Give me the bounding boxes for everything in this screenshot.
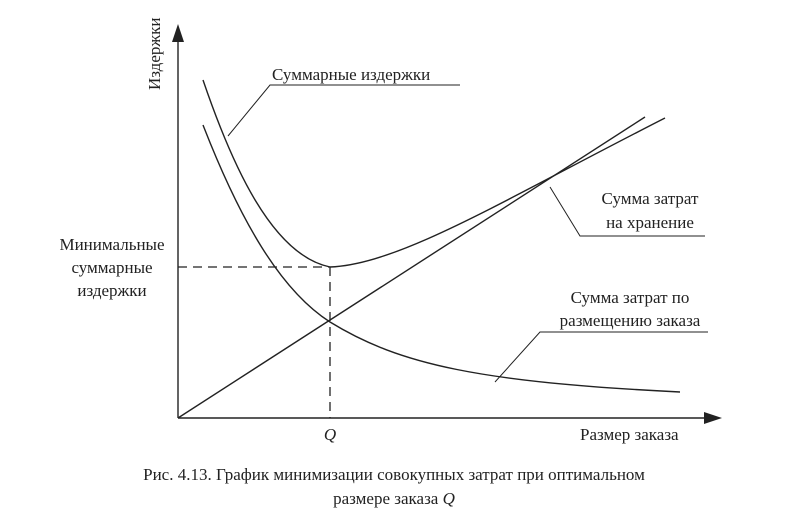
leader <box>494 331 708 383</box>
total-label: Суммарные издержки <box>272 65 430 84</box>
leader <box>227 84 460 137</box>
x-arrow <box>704 412 722 424</box>
storage-line <box>177 116 646 419</box>
ordering-label: Сумма затрат по <box>571 288 690 307</box>
leader <box>549 186 705 237</box>
q-label: Q <box>324 425 336 444</box>
minimum-label: Минимальные <box>59 235 164 254</box>
y-axis-label: Издержки <box>145 18 164 90</box>
caption-text: размере заказа <box>333 489 439 508</box>
total-curve <box>202 79 666 268</box>
ordering-curve <box>202 124 681 393</box>
x-axis-label: Размер заказа <box>580 425 679 444</box>
storage-label: на хранение <box>606 213 694 232</box>
caption: Рис. 4.13. График минимизации совокупных… <box>143 465 645 484</box>
ordering-label: размещению заказа <box>560 311 701 330</box>
minimum-label: издержки <box>77 281 146 300</box>
storage-label: Сумма затрат <box>602 189 699 208</box>
caption: размере заказа Q <box>333 489 455 508</box>
y-arrow <box>172 24 184 42</box>
minimum-label: суммарные <box>71 258 152 277</box>
caption-symbol: Q <box>443 489 455 508</box>
